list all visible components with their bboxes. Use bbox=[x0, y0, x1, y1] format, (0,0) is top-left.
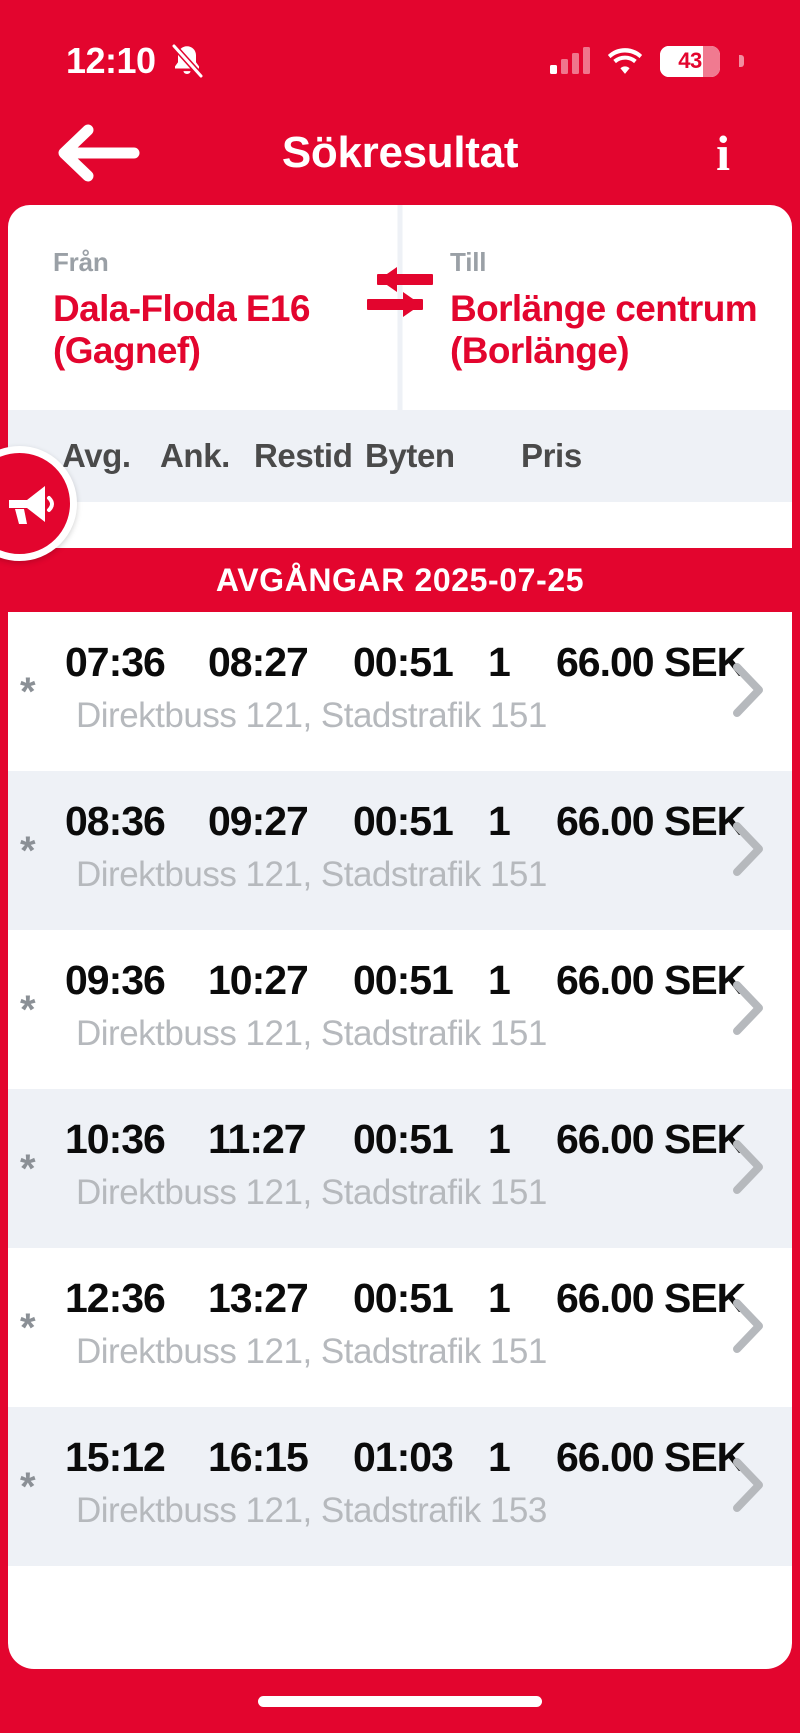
row-changes: 1 bbox=[488, 957, 511, 1003]
row-price: 66.00 SEK bbox=[556, 798, 746, 844]
origin-destination-card: Från Dala-Floda E16 (Gagnef) Till Borlän… bbox=[8, 205, 792, 410]
row-duration: 01:03 bbox=[353, 1434, 454, 1480]
row-lines-summary: Direktbuss 121, Stadstrafik 151 bbox=[76, 696, 547, 735]
row-primary-line: 15:12 16:15 01:03 1 66.00 SEK bbox=[8, 1434, 792, 1486]
row-lines-summary: Direktbuss 121, Stadstrafik 151 bbox=[76, 1173, 547, 1212]
row-star-marker: * bbox=[20, 988, 36, 1032]
row-departure-time: 07:36 bbox=[65, 639, 166, 685]
row-price: 66.00 SEK bbox=[556, 639, 746, 685]
row-price: 66.00 SEK bbox=[556, 957, 746, 1003]
row-changes: 1 bbox=[488, 639, 511, 685]
chevron-right-icon[interactable] bbox=[730, 980, 766, 1036]
table-row[interactable]: * 08:36 09:27 00:51 1 66.00 SEK Direktbu… bbox=[8, 771, 792, 930]
row-changes: 1 bbox=[488, 1434, 511, 1480]
row-star-marker: * bbox=[20, 670, 36, 714]
row-lines-summary: Direktbuss 121, Stadstrafik 151 bbox=[76, 1332, 547, 1371]
row-star-marker: * bbox=[20, 829, 36, 873]
row-star-marker: * bbox=[20, 1147, 36, 1191]
origin-field[interactable]: Från Dala-Floda E16 (Gagnef) bbox=[8, 205, 400, 410]
row-changes: 1 bbox=[488, 798, 511, 844]
row-price: 66.00 SEK bbox=[556, 1434, 746, 1480]
battery-empty bbox=[703, 45, 720, 77]
status-bar-left: 12:10 bbox=[66, 43, 204, 79]
row-duration: 00:51 bbox=[353, 798, 454, 844]
row-arrival-time: 08:27 bbox=[208, 639, 309, 685]
table-row[interactable]: * 09:36 10:27 00:51 1 66.00 SEK Direktbu… bbox=[8, 930, 792, 1089]
destination-label: Till bbox=[450, 247, 487, 277]
origin-label: Från bbox=[53, 247, 109, 277]
table-row[interactable]: * 07:36 08:27 00:51 1 66.00 SEK Direktbu… bbox=[8, 612, 792, 771]
back-button[interactable] bbox=[58, 124, 140, 182]
status-bar-right: 43 bbox=[550, 45, 744, 77]
chevron-right-icon[interactable] bbox=[730, 1298, 766, 1354]
row-arrival-time: 10:27 bbox=[208, 957, 309, 1003]
row-changes: 1 bbox=[488, 1275, 511, 1321]
table-row[interactable]: * 10:36 11:27 00:51 1 66.00 SEK Direktbu… bbox=[8, 1089, 792, 1248]
table-row[interactable]: * 12:36 13:27 00:51 1 66.00 SEK Direktbu… bbox=[8, 1248, 792, 1407]
row-price: 66.00 SEK bbox=[556, 1275, 746, 1321]
row-primary-line: 12:36 13:27 00:51 1 66.00 SEK bbox=[8, 1275, 792, 1327]
departures-banner: AVGÅNGAR 2025-07-25 bbox=[8, 548, 792, 612]
row-departure-time: 09:36 bbox=[65, 957, 166, 1003]
chevron-right-icon[interactable] bbox=[730, 1457, 766, 1513]
navigation-bar: Sökresultat i bbox=[0, 100, 800, 205]
column-header-changes: Byten bbox=[365, 437, 455, 474]
chevron-right-icon[interactable] bbox=[730, 662, 766, 718]
results-list[interactable]: * 07:36 08:27 00:51 1 66.00 SEK Direktbu… bbox=[8, 612, 792, 1669]
row-departure-time: 12:36 bbox=[65, 1275, 166, 1321]
chevron-right-icon[interactable] bbox=[730, 821, 766, 877]
wifi-icon bbox=[607, 47, 643, 75]
home-indicator-bar bbox=[0, 1669, 800, 1733]
destination-value: Borlänge centrum (Borlänge) bbox=[450, 288, 758, 371]
status-bar: 12:10 bbox=[0, 0, 800, 100]
column-header-price: Pris bbox=[521, 437, 582, 474]
row-duration: 00:51 bbox=[353, 957, 454, 1003]
swap-arrows-icon[interactable] bbox=[356, 257, 444, 327]
chevron-right-icon[interactable] bbox=[730, 1139, 766, 1195]
column-header-arrival: Ank. bbox=[160, 437, 230, 474]
destination-field[interactable]: Till Borlänge centrum (Borlänge) bbox=[400, 205, 792, 410]
battery-fill bbox=[660, 45, 704, 77]
battery-indicator: 43 bbox=[660, 45, 720, 77]
row-lines-summary: Direktbuss 121, Stadstrafik 151 bbox=[76, 855, 547, 894]
origin-value: Dala-Floda E16 (Gagnef) bbox=[53, 288, 310, 371]
bell-slash-icon bbox=[170, 43, 204, 79]
info-icon[interactable]: i bbox=[716, 124, 730, 181]
row-primary-line: 08:36 09:27 00:51 1 66.00 SEK bbox=[8, 798, 792, 850]
column-header-departure: Avg. bbox=[62, 437, 131, 474]
row-price: 66.00 SEK bbox=[556, 1116, 746, 1162]
row-lines-summary: Direktbuss 121, Stadstrafik 153 bbox=[76, 1491, 547, 1530]
row-duration: 00:51 bbox=[353, 639, 454, 685]
status-time: 12:10 bbox=[66, 40, 156, 81]
row-departure-time: 15:12 bbox=[65, 1434, 166, 1480]
table-row[interactable]: * 15:12 16:15 01:03 1 66.00 SEK Direktbu… bbox=[8, 1407, 792, 1566]
row-star-marker: * bbox=[20, 1306, 36, 1350]
row-arrival-time: 11:27 bbox=[208, 1116, 307, 1162]
battery-percent: 43 bbox=[678, 48, 702, 73]
row-arrival-time: 16:15 bbox=[208, 1434, 309, 1480]
results-column-header: Avg. Ank. Restid Byten Pris bbox=[8, 410, 792, 502]
row-primary-line: 10:36 11:27 00:51 1 66.00 SEK bbox=[8, 1116, 792, 1168]
cellular-signal-icon bbox=[550, 47, 590, 74]
row-primary-line: 07:36 08:27 00:51 1 66.00 SEK bbox=[8, 639, 792, 691]
row-arrival-time: 13:27 bbox=[208, 1275, 309, 1321]
row-departure-time: 10:36 bbox=[65, 1116, 166, 1162]
battery-tip bbox=[739, 55, 744, 67]
row-primary-line: 09:36 10:27 00:51 1 66.00 SEK bbox=[8, 957, 792, 1009]
column-header-duration: Restid bbox=[254, 437, 353, 474]
home-indicator[interactable] bbox=[258, 1695, 542, 1707]
row-departure-time: 08:36 bbox=[65, 798, 166, 844]
header-spacer bbox=[8, 502, 792, 548]
row-arrival-time: 09:27 bbox=[208, 798, 309, 844]
row-changes: 1 bbox=[488, 1116, 511, 1162]
row-lines-summary: Direktbuss 121, Stadstrafik 151 bbox=[76, 1014, 547, 1053]
row-duration: 00:51 bbox=[353, 1116, 454, 1162]
row-duration: 00:51 bbox=[353, 1275, 454, 1321]
row-star-marker: * bbox=[20, 1465, 36, 1509]
